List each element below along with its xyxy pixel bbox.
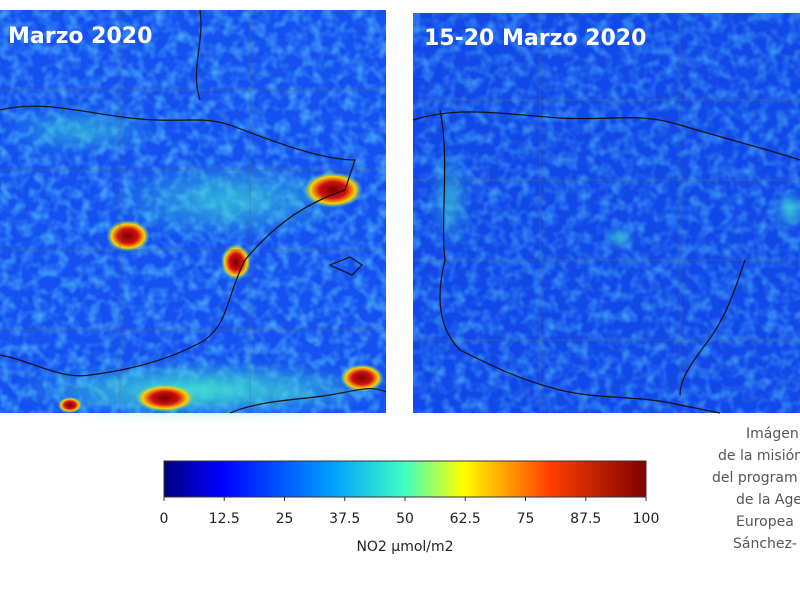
colorbar xyxy=(163,460,647,498)
colorbar-tick-label: 62.5 xyxy=(450,511,481,527)
panel-title: Marzo 2020 xyxy=(8,24,152,49)
colorbar-tick-label: 12.5 xyxy=(209,511,240,527)
credit: Imágen de la misión del program de la Age Eu… xyxy=(712,426,800,552)
credit-line: del program xyxy=(712,470,798,486)
colorbar-tick-label: 100 xyxy=(633,511,660,527)
credit-line: Europea xyxy=(736,514,794,530)
colorbar-tick-label: 75 xyxy=(517,511,535,527)
credit-line: Imágen xyxy=(746,426,799,442)
colorbar-ticks: 0 12.5 25 37.5 50 62.5 75 87.5 100 xyxy=(160,497,660,527)
panel-title: 15-20 Marzo 2020 xyxy=(424,26,646,51)
map-panel-right: 15-20 Marzo 2020 xyxy=(412,13,800,414)
colorbar-tick-label: 37.5 xyxy=(329,511,360,527)
colorbar-tick-label: 87.5 xyxy=(570,511,601,527)
map-panel-left: Marzo 2020 xyxy=(0,9,390,420)
colorbar-tick-label: 25 xyxy=(276,511,294,527)
colorbar-tick-label: 0 xyxy=(160,511,169,527)
colorbar-tick-label: 50 xyxy=(396,511,414,527)
colorbar-label: NO2 µmol/m2 xyxy=(356,539,453,555)
credit-line: Sánchez- xyxy=(733,536,797,552)
credit-line: de la misión xyxy=(718,448,800,464)
credit-line: de la Age xyxy=(736,492,800,508)
